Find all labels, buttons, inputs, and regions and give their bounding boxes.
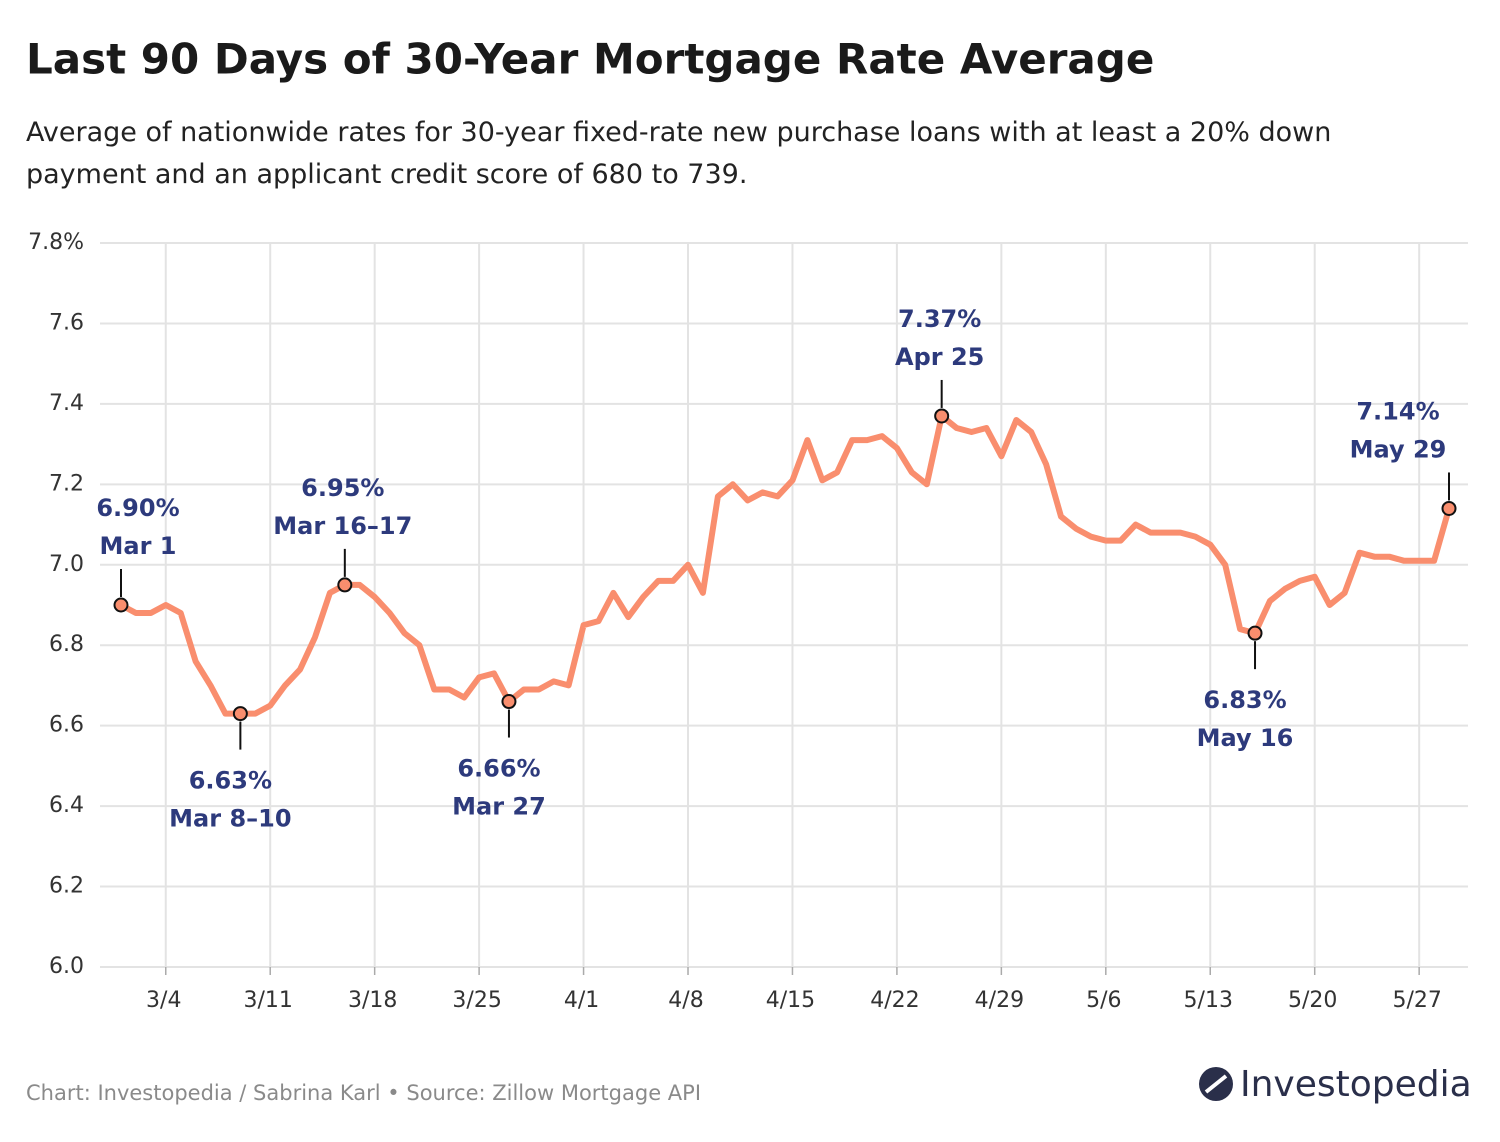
x-tick-label: 4/22 (870, 988, 919, 1013)
annotation-marker (1441, 500, 1457, 516)
annotation-date: May 29 (1350, 435, 1447, 463)
chart-subtitle: Average of nationwide rates for 30-year … (26, 117, 1332, 190)
y-tick-label: 7.0 (49, 552, 84, 577)
annotation-date: Mar 16–17 (273, 512, 412, 540)
y-tick-label: 7.8% (28, 230, 84, 255)
annotation-marker (113, 597, 129, 613)
x-tick-label: 5/13 (1184, 988, 1233, 1013)
y-tick-label: 7.2 (49, 471, 84, 496)
annotation-value: 6.90% (96, 494, 179, 522)
annotation-marker (232, 706, 248, 722)
subtitle-box: Average of nationwide rates for 30-year … (26, 117, 1332, 190)
x-tick-label: 4/15 (766, 988, 815, 1013)
y-tick-label: 6.4 (49, 793, 84, 818)
x-tick-label: 5/20 (1288, 988, 1337, 1013)
annotation-date: Mar 27 (452, 793, 546, 821)
y-tick-label: 7.4 (49, 391, 84, 416)
annotation-value: 6.66% (457, 755, 540, 783)
annotation-value: 6.63% (189, 767, 272, 795)
x-tick-label: 3/4 (146, 988, 181, 1013)
x-tick-label: 4/8 (668, 988, 703, 1013)
annotation-marker (934, 408, 950, 424)
annotation-date: Mar 1 (100, 532, 177, 560)
source-note: Chart: Investopedia / Sabrina Karl • Sou… (26, 1081, 701, 1105)
x-tick-label: 3/25 (452, 988, 501, 1013)
x-tick-label: 4/29 (975, 988, 1024, 1013)
y-tick-label: 6.0 (49, 954, 84, 979)
annotation-value: 6.95% (301, 474, 384, 502)
x-tick-label: 5/27 (1392, 988, 1441, 1013)
y-tick-label: 6.6 (49, 713, 84, 738)
annotation-marker (1247, 625, 1263, 641)
annotation-date: Apr 25 (895, 343, 984, 371)
chart-title: Last 90 Days of 30-Year Mortgage Rate Av… (26, 35, 1154, 84)
annotation-value: 7.37% (898, 305, 981, 333)
annotation-value: 6.83% (1203, 686, 1286, 714)
x-tick-label: 5/6 (1086, 988, 1121, 1013)
x-tick-label: 3/11 (244, 988, 293, 1013)
annotation-date: May 16 (1197, 724, 1294, 752)
annotation-marker (337, 577, 353, 593)
annotation-marker (501, 694, 517, 710)
logo-icon-stroke (1204, 1074, 1228, 1094)
y-tick-label: 6.2 (49, 874, 84, 899)
annotation-date: Mar 8–10 (169, 805, 291, 833)
x-tick-label: 3/18 (348, 988, 397, 1013)
annotation-value: 7.14% (1356, 397, 1439, 425)
brand-logo: Investopedia (1199, 1064, 1472, 1105)
brand-name: Investopedia (1240, 1064, 1472, 1105)
x-tick-label: 4/1 (564, 988, 599, 1013)
y-tick-label: 6.8 (49, 632, 84, 657)
y-tick-label: 7.6 (49, 310, 84, 335)
